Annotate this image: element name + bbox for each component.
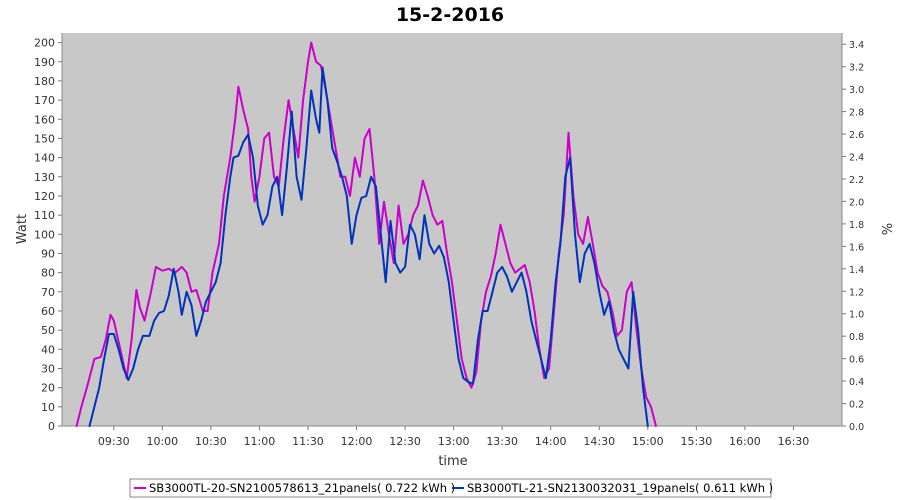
y2-tick-label: 0.8 bbox=[849, 332, 864, 343]
x-tick-label: 11:00 bbox=[244, 435, 276, 448]
y2-tick-label: 3.4 bbox=[849, 40, 864, 51]
y2-tick-label: 1.0 bbox=[849, 310, 864, 321]
legend-label-2: SB3000TL-21-SN2130032031_19panels( 0.611… bbox=[467, 481, 773, 495]
y-tick-label: 70 bbox=[41, 286, 55, 299]
y2-tick-label: 0.4 bbox=[849, 377, 864, 388]
y2-tick-label: 1.6 bbox=[849, 242, 864, 253]
chart-title: 15-2-2016 bbox=[396, 4, 504, 26]
y-tick-label: 0 bbox=[48, 420, 55, 433]
y2-tick-label: 0.6 bbox=[849, 355, 864, 366]
x-tick-label: 09:30 bbox=[98, 435, 130, 448]
x-axis-label: time bbox=[438, 454, 467, 469]
y2-tick-label: 3.0 bbox=[849, 85, 864, 96]
y2-tick-label: 0.0 bbox=[849, 422, 864, 433]
y-tick-label: 10 bbox=[41, 401, 55, 414]
y-tick-label: 120 bbox=[34, 190, 55, 203]
y2-tick-label: 2.0 bbox=[849, 197, 864, 208]
legend: SB3000TL-20-SN2100578613_21panels( 0.722… bbox=[134, 481, 773, 495]
y-tick-label: 110 bbox=[34, 209, 55, 222]
y-axis-label: Watt bbox=[15, 214, 30, 244]
y-tick-label: 80 bbox=[41, 267, 55, 280]
y2-tick-label: 3.2 bbox=[849, 63, 864, 74]
x-tick-label: 15:00 bbox=[632, 435, 664, 448]
y2-tick-label: 2.8 bbox=[849, 108, 864, 119]
y-tick-label: 170 bbox=[34, 94, 55, 107]
y-tick-label: 130 bbox=[34, 171, 55, 184]
y2-tick-label: 0.2 bbox=[849, 400, 864, 411]
x-tick-label: 16:30 bbox=[778, 435, 810, 448]
y2-tick-label: 2.2 bbox=[849, 175, 864, 186]
legend-box bbox=[129, 478, 772, 498]
x-tick-label: 13:00 bbox=[438, 435, 470, 448]
y-tick-label: 200 bbox=[34, 37, 55, 50]
x-tick-label: 14:00 bbox=[535, 435, 567, 448]
y2-axis-label: % bbox=[878, 223, 893, 235]
series-line-2 bbox=[88, 66, 649, 427]
y-tick-label: 40 bbox=[41, 343, 55, 356]
chart-marks: 0 10 20 30 40 50 60 70 80 90 100 110 120 130 140 150 160… bbox=[34, 33, 864, 448]
y-tick-label: 30 bbox=[41, 362, 55, 375]
x-tick-label: 12:00 bbox=[341, 435, 373, 448]
x-tick-label: 14:30 bbox=[583, 435, 615, 448]
legend-label-1: SB3000TL-20-SN2100578613_21panels( 0.722… bbox=[149, 481, 455, 495]
y-tick-label: 140 bbox=[34, 152, 55, 165]
y2-tick-label: 1.8 bbox=[849, 220, 864, 231]
y2-tick-label: 1.2 bbox=[849, 287, 864, 298]
y-tick-label: 160 bbox=[34, 113, 55, 126]
x-tick-label: 10:00 bbox=[146, 435, 178, 448]
y2-tick-label: 2.4 bbox=[849, 153, 864, 164]
x-tick-label: 13:30 bbox=[486, 435, 518, 448]
y-tick-label: 60 bbox=[41, 305, 55, 318]
y-tick-label: 20 bbox=[41, 382, 55, 395]
x-tick-label: 16:00 bbox=[729, 435, 761, 448]
y2-tick-label: 1.4 bbox=[849, 265, 864, 276]
x-tick-label: 11:30 bbox=[292, 435, 324, 448]
y-tick-label: 180 bbox=[34, 75, 55, 88]
y-tick-label: 100 bbox=[34, 228, 55, 241]
y-tick-label: 50 bbox=[41, 324, 55, 337]
y2-tick-label: 2.6 bbox=[849, 130, 864, 141]
x-tick-label: 10:30 bbox=[195, 435, 227, 448]
plot-area bbox=[62, 33, 842, 426]
y-tick-label: 190 bbox=[34, 56, 55, 69]
y-tick-label: 90 bbox=[41, 247, 55, 260]
x-tick-label: 15:30 bbox=[681, 435, 713, 448]
x-tick-label: 12:30 bbox=[389, 435, 421, 448]
y-tick-label: 150 bbox=[34, 132, 55, 145]
